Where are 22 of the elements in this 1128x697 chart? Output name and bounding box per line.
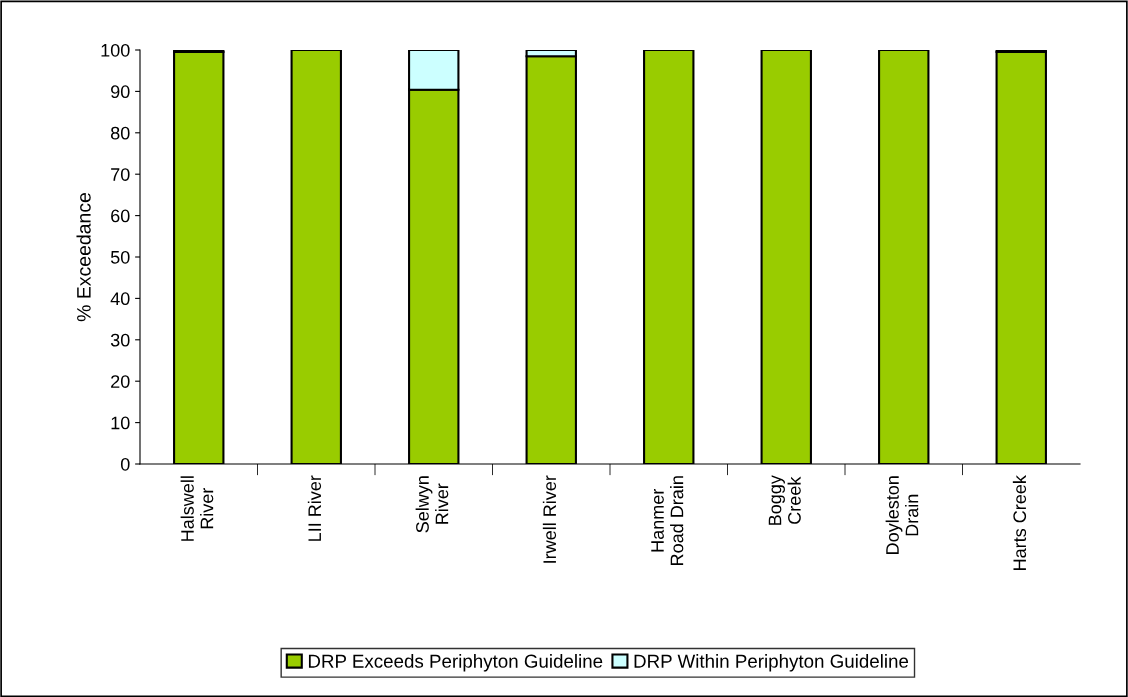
y-tick-label: 80	[110, 126, 130, 140]
y-axis-title: % Exceedance	[76, 193, 91, 322]
legend-label: DRP Exceeds Periphyton Guideline	[308, 654, 603, 672]
legend-label: DRP Within Periphyton Guideline	[634, 654, 909, 672]
x-tick-label: Harts Creek	[1012, 475, 1027, 570]
x-tick-label: Irwell River	[542, 475, 557, 563]
y-tick-label: 30	[110, 333, 130, 347]
y-tick-label: 20	[111, 375, 130, 388]
x-tick-label: LII River	[307, 475, 322, 541]
y-tick-label: 10	[111, 416, 130, 430]
y-tick-label: 0	[120, 457, 130, 471]
x-tick-label: Selwyn River	[415, 476, 449, 533]
y-tick-label: 100	[101, 43, 130, 57]
y-tick-label: 40	[110, 292, 130, 306]
y-tick-label: 70	[111, 168, 130, 181]
y-tick-label: 90	[111, 85, 130, 99]
y-tick-label: 50	[110, 250, 130, 264]
x-tick-label: Hanmer Road Drain	[651, 476, 684, 565]
x-tick-label: Boggy Creek	[768, 475, 801, 525]
y-tick-label: 60	[111, 209, 130, 223]
x-tick-label: Doyleston Drain	[885, 476, 919, 554]
x-tick-label: Halswell River	[180, 476, 214, 541]
